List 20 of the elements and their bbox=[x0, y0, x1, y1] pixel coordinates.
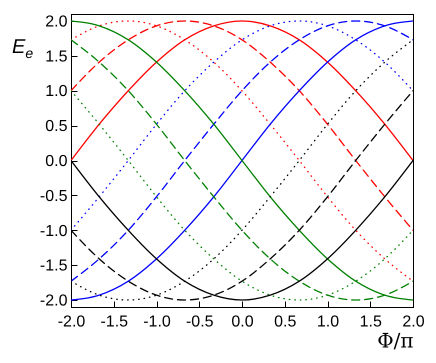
y-tick-label: 1.0 bbox=[45, 83, 68, 100]
x-tick-label: 0.0 bbox=[231, 314, 254, 330]
y-tick-label: 0.0 bbox=[45, 153, 68, 170]
y-tick-label: 1.5 bbox=[45, 48, 68, 66]
x-tick-label: -2.0 bbox=[58, 314, 86, 330]
x-tick-label: 2.0 bbox=[402, 314, 425, 330]
x-tick-label: -1.0 bbox=[143, 314, 171, 330]
x-tick-label: 0.5 bbox=[274, 314, 296, 330]
y-tick-label: -2.0 bbox=[40, 292, 68, 310]
x-tick-label: -0.5 bbox=[186, 314, 214, 330]
y-tick-label: -1.0 bbox=[40, 222, 68, 240]
y-axis-title: E$_{e}$ bbox=[12, 36, 34, 61]
y-tick-label: 0.5 bbox=[45, 118, 68, 136]
y-tick-label: -0.5 bbox=[40, 188, 68, 205]
x-tick-label: 1.0 bbox=[316, 314, 340, 330]
y-tick-label: 2.0 bbox=[45, 13, 68, 30]
y-tick-label: -1.5 bbox=[40, 258, 68, 275]
x-axis-title: Φ/π bbox=[377, 328, 414, 352]
x-tick-label: 1.5 bbox=[360, 314, 382, 330]
x-tick-label: -1.5 bbox=[100, 314, 128, 330]
